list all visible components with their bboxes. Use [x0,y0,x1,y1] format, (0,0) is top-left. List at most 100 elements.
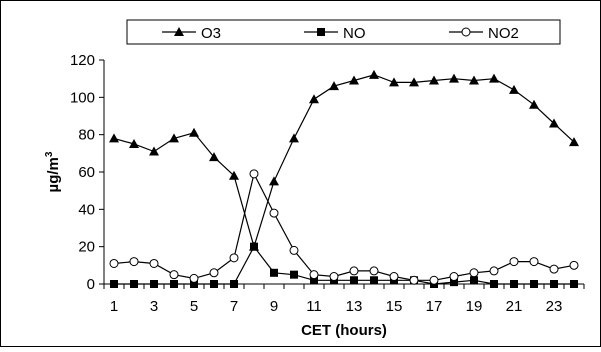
data-point-no [370,276,378,285]
data-point-no [190,280,198,288]
data-point-no2 [229,253,239,263]
data-point-o3 [269,176,279,186]
data-point-no [570,280,578,288]
data-point-o3 [149,146,159,156]
data-point-no2 [509,257,519,267]
data-point-no2 [449,272,459,282]
data-point-o3 [229,170,239,180]
legend: O3 NO NO2 [126,19,561,45]
data-point-no2 [269,208,279,218]
data-point-no [530,280,538,288]
data-point-no [230,280,238,288]
data-point-o3 [169,133,179,143]
data-point-no [290,270,298,279]
data-point-no2 [389,272,399,282]
data-point-no [210,280,218,288]
data-point-o3 [309,94,319,104]
legend-label-no2: NO2 [488,25,519,42]
data-point-o3 [549,118,559,128]
x-tick-label: 5 [190,298,198,315]
y-tick-label: 60 [78,164,95,181]
legend-item-o3: O3 [162,25,221,42]
y-tick-label: 120 [70,52,95,69]
data-point-o3 [109,133,119,143]
x-tick-label: 19 [466,298,483,315]
data-point-o3 [189,127,199,137]
x-tick-label: 23 [546,298,563,315]
y-tick-label: 100 [70,89,95,106]
data-point-no2 [409,275,419,285]
legend-item-no: NO [304,25,366,42]
data-point-o3 [329,81,339,91]
data-point-no2 [549,264,559,274]
data-point-no2 [569,260,579,270]
circle-marker-icon [461,27,471,37]
x-tick-label: 9 [270,298,278,315]
x-axis-title: CET (hours) [301,322,387,339]
x-tick-label: 17 [426,298,443,315]
data-point-no [110,280,118,288]
legend-box [126,19,561,45]
data-point-o3 [569,137,579,147]
data-point-no [170,280,178,288]
square-marker-icon [317,28,325,36]
data-point-no [270,268,278,277]
y-tick-label: 0 [87,276,95,293]
data-point-no2 [149,258,159,268]
data-point-no [450,278,458,287]
legend-item-no2: NO2 [449,25,519,42]
data-point-o3 [449,73,459,83]
data-point-o3 [509,84,519,94]
data-point-no [470,276,478,285]
x-axis-ticks: 1 3 5 7 9 11 13 15 17 19 21 23 [103,284,585,315]
data-point-no [310,276,318,285]
x-tick-label: 21 [506,298,523,315]
y-tick-label: 20 [78,239,95,256]
data-point-no2 [369,266,379,276]
data-point-o3 [409,77,419,87]
x-tick-label: 3 [150,298,158,315]
x-tick-label: 15 [386,298,403,315]
data-point-no [550,280,558,288]
triangle-marker-icon [174,27,184,36]
data-point-o3 [429,75,439,85]
series-no2 [109,169,579,285]
data-point-no2 [489,266,499,276]
data-point-no [130,280,138,288]
data-point-o3 [209,152,219,162]
data-point-o3 [469,75,479,85]
data-point-no [350,276,358,285]
y-axis-title-superscript: 3 [44,151,55,157]
y-axis-ticks: 0 20 40 60 80 100 120 [70,52,104,293]
data-point-no [250,242,258,251]
data-point-o3 [289,133,299,143]
y-axis-title: µg/m3 [44,151,62,192]
data-point-no2 [169,270,179,280]
data-point-no2 [129,257,139,267]
data-point-no2 [469,268,479,278]
y-axis-title-main: µg/m [45,157,62,192]
data-point-no [490,280,498,288]
data-point-no2 [209,268,219,278]
data-point-no2 [309,270,319,280]
data-point-o3 [529,99,539,109]
y-tick-label: 80 [78,127,95,144]
data-point-no2 [289,245,299,255]
data-point-no2 [349,266,359,276]
data-point-no2 [329,272,339,282]
data-point-no2 [249,169,259,179]
data-point-o3 [489,73,499,83]
data-point-no2 [529,257,539,267]
legend-label-no: NO [343,25,366,42]
data-point-no2 [429,275,439,285]
legend-label-o3: O3 [201,25,221,42]
data-point-no [150,280,158,288]
data-point-o3 [349,75,359,85]
x-tick-label: 1 [110,298,118,315]
x-tick-label: 11 [306,298,322,315]
y-tick-label: 40 [78,201,95,218]
data-point-no [510,280,518,288]
